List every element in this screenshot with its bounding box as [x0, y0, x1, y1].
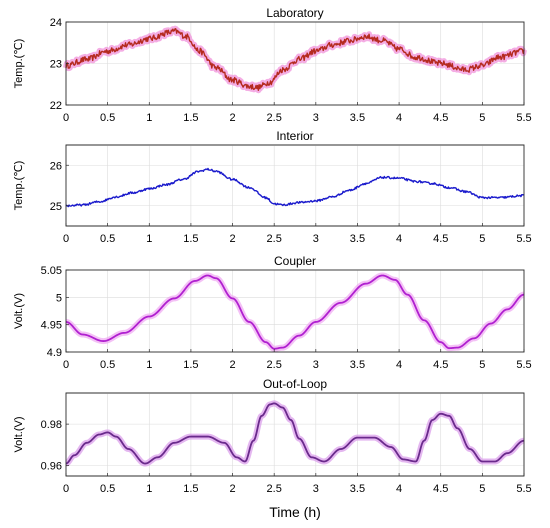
y-tick-label: 22 — [50, 100, 62, 112]
x-tick-label: 4.5 — [433, 233, 448, 245]
y-tick-label: 5.05 — [41, 265, 62, 277]
x-tick-label: 4 — [396, 483, 402, 495]
y-tick-label: 24 — [50, 17, 62, 29]
x-tick-label: 4 — [396, 112, 402, 124]
x-tick-label: 5.5 — [516, 112, 531, 124]
x-tick-label: 1 — [146, 359, 152, 371]
y-axis-label: Temp.(℃) — [13, 39, 25, 89]
y-tick-label: 0.96 — [41, 461, 62, 473]
y-axis-label: Temp.(℃) — [13, 161, 25, 211]
x-tick-label: 0.5 — [100, 483, 115, 495]
x-tick-label: 3.5 — [350, 483, 365, 495]
x-tick-label: 0.5 — [100, 112, 115, 124]
x-tick-label: 2 — [229, 483, 235, 495]
x-tick-label: 2.5 — [267, 359, 282, 371]
x-tick-label: 3 — [313, 233, 319, 245]
x-tick-label: 5 — [479, 112, 485, 124]
panel-1: 0 0.5 1 1.5 2 2.5 3 3.5 4 4.5 5 5.5 22 23 24 Laboratory… — [13, 6, 532, 124]
x-tick-label: 2.5 — [267, 112, 282, 124]
x-tick-label: 5 — [479, 483, 485, 495]
x-tick-label: 4.5 — [433, 359, 448, 371]
x-tick-label: 0.5 — [100, 233, 115, 245]
x-tick-label: 3 — [313, 483, 319, 495]
x-tick-label: 5.5 — [516, 233, 531, 245]
x-tick-label: 4 — [396, 359, 402, 371]
plot-frame — [65, 392, 525, 477]
plot-area — [65, 144, 525, 227]
x-tick-label: 4.5 — [433, 112, 448, 124]
x-tick-label: 4.5 — [433, 483, 448, 495]
x-tick-label: 0 — [63, 233, 69, 245]
x-tick-label: 1.5 — [183, 112, 198, 124]
y-tick-label: 26 — [50, 160, 62, 172]
x-tick-label: 3.5 — [350, 359, 365, 371]
x-tick-label: 1.5 — [183, 483, 198, 495]
y-tick-label: 0.98 — [41, 419, 62, 431]
figure-x-axis-label: Time (h) — [269, 504, 321, 520]
panel-title: Laboratory — [266, 6, 323, 20]
series-1-line — [65, 402, 525, 465]
x-tick-label: 3.5 — [350, 233, 365, 245]
x-tick-label: 5.5 — [516, 483, 531, 495]
panel-title: Interior — [276, 129, 313, 143]
series-1-line — [65, 27, 525, 91]
x-tick-label: 2 — [229, 112, 235, 124]
panel-2: 0 0.5 1 1.5 2 2.5 3 3.5 4 4.5 5 5.5 25 26 Interior Temp… — [13, 129, 532, 245]
x-tick-label: 1.5 — [183, 233, 198, 245]
x-tick-label: 5 — [479, 233, 485, 245]
x-tick-label: 2.5 — [267, 483, 282, 495]
x-tick-label: 3 — [313, 112, 319, 124]
y-tick-label: 25 — [50, 201, 62, 213]
x-tick-label: 3 — [313, 359, 319, 371]
x-tick-label: 0 — [63, 359, 69, 371]
x-tick-label: 5 — [479, 359, 485, 371]
panel-title: Coupler — [274, 254, 316, 268]
x-tick-label: 5.5 — [516, 359, 531, 371]
y-tick-label: 4.95 — [41, 320, 62, 332]
series-1-line — [65, 274, 525, 350]
y-tick-label: 5 — [56, 292, 62, 304]
x-tick-label: 0 — [63, 112, 69, 124]
plot-frame — [65, 269, 525, 353]
x-tick-label: 1.5 — [183, 359, 198, 371]
x-tick-label: 4 — [396, 233, 402, 245]
x-tick-label: 2 — [229, 359, 235, 371]
x-tick-label: 0 — [63, 483, 69, 495]
x-tick-label: 1 — [146, 112, 152, 124]
panel-4: 0 0.5 1 1.5 2 2.5 3 3.5 4 4.5 5 5.5 0.96 0.98 Out-of-L… — [13, 377, 532, 495]
x-tick-label: 2.5 — [267, 233, 282, 245]
y-tick-label: 4.9 — [47, 347, 62, 359]
x-tick-label: 0.5 — [100, 359, 115, 371]
panel-3: 0 0.5 1 1.5 2 2.5 3 3.5 4 4.5 5 5.5 4.9 4.95 5 5.05 Coup… — [13, 254, 532, 371]
series-1-line — [65, 167, 525, 208]
x-tick-label: 1 — [146, 233, 152, 245]
panel-title: Out-of-Loop — [263, 377, 327, 391]
y-axis-label: Volt.(V) — [13, 416, 25, 452]
x-tick-label: 2 — [229, 233, 235, 245]
y-axis-label: Volt.(V) — [13, 293, 25, 329]
x-tick-label: 1 — [146, 483, 152, 495]
plot-frame — [65, 144, 525, 227]
y-tick-label: 23 — [50, 59, 62, 71]
x-tick-label: 3.5 — [350, 112, 365, 124]
